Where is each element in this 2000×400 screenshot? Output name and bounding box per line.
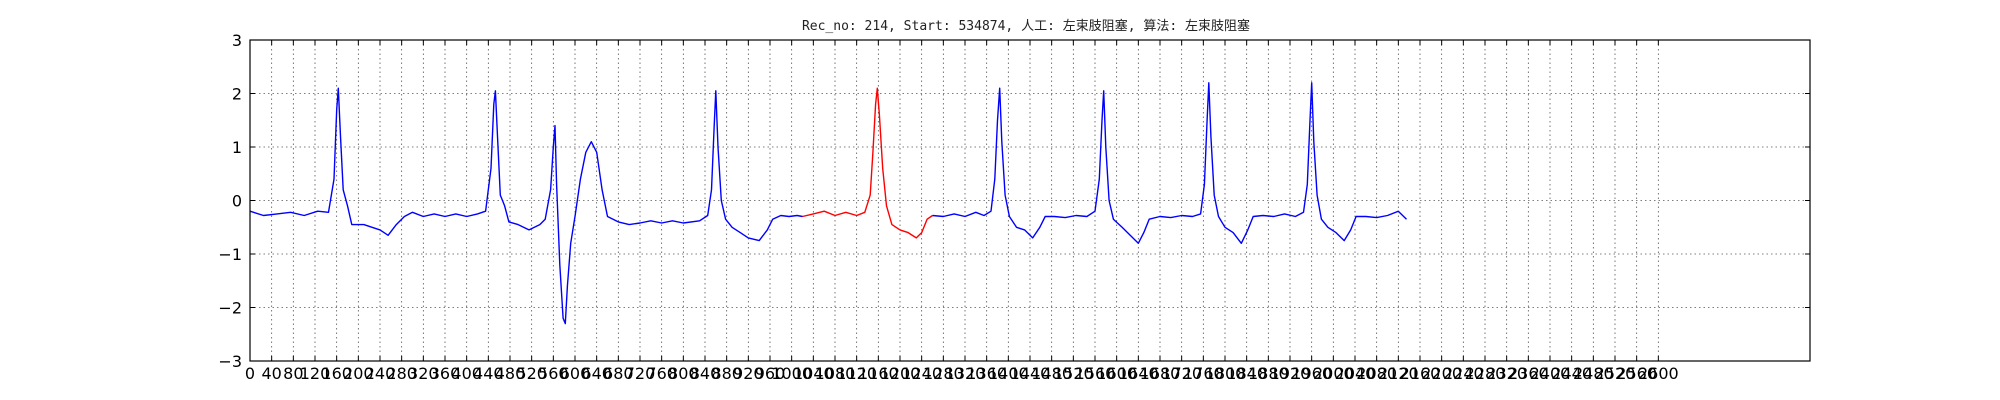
x-tick-label: 2600 [1638, 364, 1679, 383]
x-tick-label: 1320 [945, 364, 986, 383]
x-tick-label: 240 [365, 364, 396, 383]
x-tick-label: 1840 [1226, 364, 1267, 383]
x-tick-label: 80 [283, 364, 303, 383]
x-tick-label: 2320 [1486, 364, 1527, 383]
x-tick-label: 1800 [1205, 364, 1246, 383]
y-tick-label: 0 [232, 192, 242, 211]
x-tick-label: 1120 [836, 364, 877, 383]
x-tick-label: 2560 [1616, 364, 1657, 383]
x-tick-label: 120 [300, 364, 331, 383]
x-tick-label: 1640 [1118, 364, 1159, 383]
x-tick-label: 1040 [793, 364, 834, 383]
x-tick-label: 1520 [1053, 364, 1094, 383]
series-line-3 [932, 82, 1407, 244]
grid-lines [249, 39, 1810, 362]
x-tick-label: 1360 [966, 364, 1007, 383]
x-tick-label: 1200 [880, 364, 921, 383]
x-tick-label: 2200 [1421, 364, 1462, 383]
y-tick-label: 3 [232, 31, 242, 50]
x-tick-label: 1240 [901, 364, 942, 383]
y-tick-label: 1 [232, 138, 242, 157]
x-tick-label: 800 [668, 364, 699, 383]
x-tick-label: 1480 [1031, 364, 1072, 383]
x-tick-label: 1720 [1161, 364, 1202, 383]
x-tick-label: 2000 [1313, 364, 1354, 383]
x-tick-label: 1960 [1291, 364, 1332, 383]
x-tick-label: 2240 [1443, 364, 1484, 383]
x-tick-label: 2080 [1356, 364, 1397, 383]
x-tick-label: 960 [755, 364, 786, 383]
x-tick-label: 840 [690, 364, 721, 383]
x-tick-label: 760 [646, 364, 677, 383]
x-tick-label: 400 [451, 364, 482, 383]
series-line-1 [249, 87, 803, 325]
x-tick-label: 1400 [988, 364, 1029, 383]
x-tick-label: 1280 [923, 364, 964, 383]
chart-title: Rec_no: 214, Start: 534874, 人工: 左束肢阻塞, 算… [802, 18, 1250, 34]
x-tick-label: 200 [343, 364, 374, 383]
y-tick-label: −1 [218, 245, 242, 264]
x-tick-label: 1680 [1140, 364, 1181, 383]
x-tick-label: 2400 [1530, 364, 1571, 383]
x-tick-label: 2440 [1551, 364, 1592, 383]
x-tick-label: 280 [386, 364, 417, 383]
x-tick-label: 320 [408, 364, 439, 383]
x-tick-label: 1560 [1075, 364, 1116, 383]
y-tick-label: 2 [232, 85, 242, 104]
x-tick-label: 1440 [1010, 364, 1051, 383]
y-axis: −3 −2 −1 0 1 2 3 [218, 31, 1810, 371]
x-tick-label: 1600 [1096, 364, 1137, 383]
x-tick-label: 520 [516, 364, 547, 383]
series-group [249, 82, 1407, 325]
x-tick-label: 40 [261, 364, 281, 383]
x-tick-label: 2360 [1508, 364, 1549, 383]
series-line-2 [802, 87, 933, 239]
x-tick-label: 480 [495, 364, 526, 383]
y-tick-label: −2 [218, 299, 242, 318]
x-tick-label: 440 [473, 364, 504, 383]
x-tick-label: 2520 [1595, 364, 1636, 383]
x-tick-label: 1080 [815, 364, 856, 383]
x-tick-label: 1920 [1270, 364, 1311, 383]
x-tick-label: 640 [581, 364, 612, 383]
x-tick-label: 0 [245, 364, 255, 383]
x-tick-label: 2280 [1465, 364, 1506, 383]
x-tick-label: 880 [711, 364, 742, 383]
x-tick-label: 2120 [1378, 364, 1419, 383]
x-tick-label: 600 [560, 364, 591, 383]
x-tick-label: 2160 [1400, 364, 1441, 383]
x-tick-label: 920 [733, 364, 764, 383]
x-tick-label: 680 [603, 364, 634, 383]
x-tick-label: 1160 [858, 364, 899, 383]
x-tick-label: 2480 [1573, 364, 1614, 383]
x-tick-label: 1760 [1183, 364, 1224, 383]
x-tick-label: 1000 [771, 364, 812, 383]
y-tick-label: −3 [218, 352, 242, 371]
x-axis: 0 40 8012016020024028032036040044048052056… [245, 40, 1679, 383]
x-tick-label: 560 [538, 364, 569, 383]
x-tick-label: 2040 [1335, 364, 1376, 383]
x-tick-label: 160 [321, 364, 352, 383]
x-tick-label: 360 [430, 364, 461, 383]
x-tick-label: 1880 [1248, 364, 1289, 383]
x-tick-label: 720 [625, 364, 656, 383]
